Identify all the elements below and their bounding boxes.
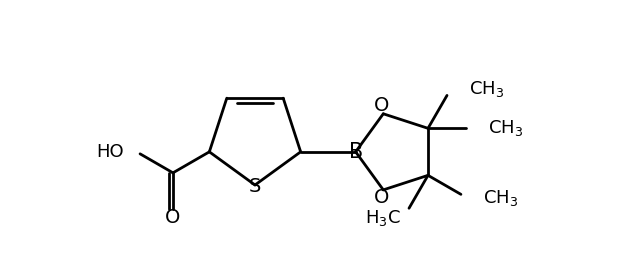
Text: O: O xyxy=(165,208,180,227)
Text: H$_3$C: H$_3$C xyxy=(365,208,401,228)
Text: CH$_3$: CH$_3$ xyxy=(483,188,518,208)
Text: O: O xyxy=(374,189,389,207)
Text: O: O xyxy=(374,96,389,115)
Text: S: S xyxy=(249,178,261,196)
Text: CH$_3$: CH$_3$ xyxy=(469,79,504,99)
Text: CH$_3$: CH$_3$ xyxy=(488,118,524,138)
Text: HO: HO xyxy=(97,143,124,161)
Text: B: B xyxy=(349,142,363,162)
